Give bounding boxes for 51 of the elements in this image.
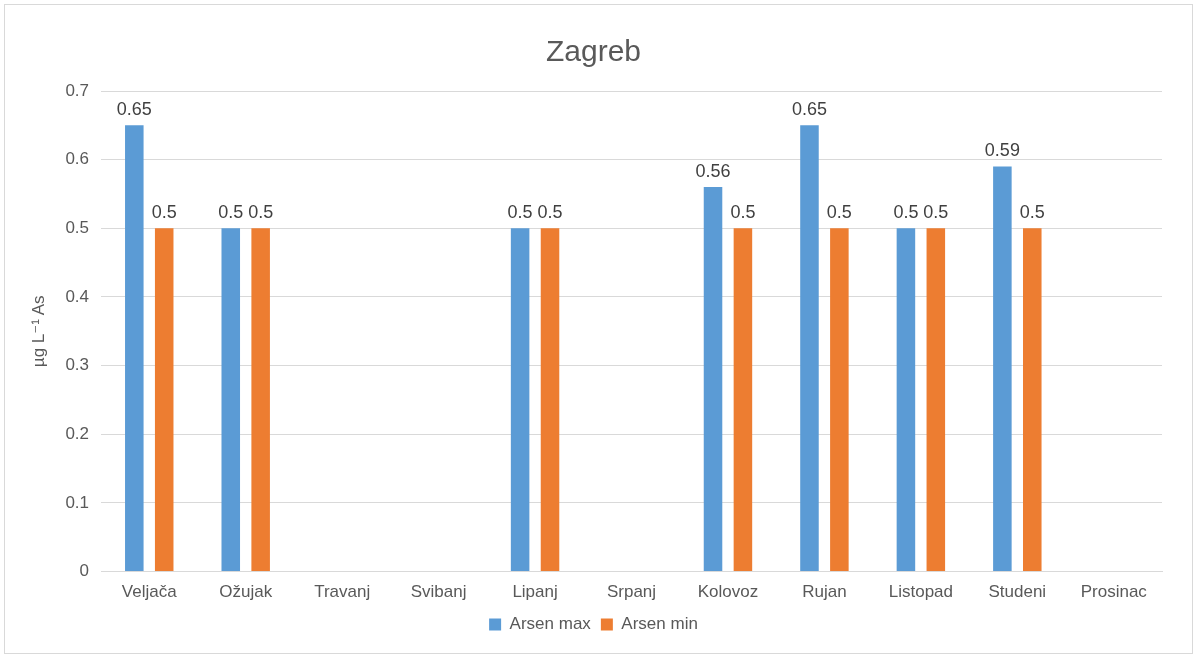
data-label: 0.5 xyxy=(248,202,274,223)
x-tick-label: Veljača xyxy=(121,582,178,602)
x-tick-label: Travanj xyxy=(314,582,371,602)
x-tick-label: Srpanj xyxy=(606,582,657,602)
bar xyxy=(703,187,723,572)
bar xyxy=(510,228,530,572)
data-label: 0.5 xyxy=(507,202,533,223)
bar xyxy=(926,228,946,572)
y-tick-label: 0.3 xyxy=(65,355,90,375)
x-tick-label: Studeni xyxy=(988,582,1047,602)
data-label: 0.5 xyxy=(826,202,852,223)
data-label: 0.5 xyxy=(151,202,177,223)
data-label: 0.65 xyxy=(791,99,827,120)
y-tick-label: 0.4 xyxy=(65,286,90,306)
data-label: 0.56 xyxy=(695,161,731,182)
y-tick-label: 0 xyxy=(79,561,90,581)
bar xyxy=(251,228,270,572)
data-label: 0.5 xyxy=(730,202,756,223)
bar xyxy=(993,166,1012,572)
y-axis-title: µg L⁻¹ As xyxy=(28,295,48,368)
bar xyxy=(125,125,144,572)
legend-label: Arsen max xyxy=(509,614,592,634)
y-tick-label: 0.6 xyxy=(65,149,90,169)
y-tick-label: 0.7 xyxy=(65,80,90,100)
y-tick-label: 0.5 xyxy=(65,218,90,237)
bar xyxy=(540,228,560,572)
data-label: 0.59 xyxy=(984,140,1020,161)
bar xyxy=(733,228,753,572)
bar xyxy=(154,228,174,572)
data-label: 0.65 xyxy=(116,99,152,120)
x-tick-label: Listopad xyxy=(888,582,954,602)
bar xyxy=(1023,228,1042,572)
data-label: 0.5 xyxy=(923,202,949,223)
x-tick-label: Ožujak xyxy=(219,582,273,602)
x-tick-label: Svibanj xyxy=(410,582,467,602)
chart-title: Zagreb xyxy=(545,34,642,68)
x-tick-label: Prosinac xyxy=(1080,582,1148,602)
y-tick-label: 0.2 xyxy=(65,423,90,443)
x-tick-label: Rujan xyxy=(802,582,847,602)
data-label: 0.5 xyxy=(218,202,244,223)
legend-label: Arsen min xyxy=(621,614,698,634)
bar xyxy=(896,228,916,572)
x-tick-label: Kolovoz xyxy=(697,582,759,602)
data-label: 0.5 xyxy=(893,202,919,223)
x-tick-label: Lipanj xyxy=(512,582,558,602)
bar xyxy=(800,125,819,572)
y-tick-label: 0.1 xyxy=(65,492,90,512)
bar xyxy=(221,228,241,572)
data-label: 0.5 xyxy=(537,202,563,223)
bar xyxy=(830,228,849,572)
data-label: 0.5 xyxy=(1019,202,1045,223)
